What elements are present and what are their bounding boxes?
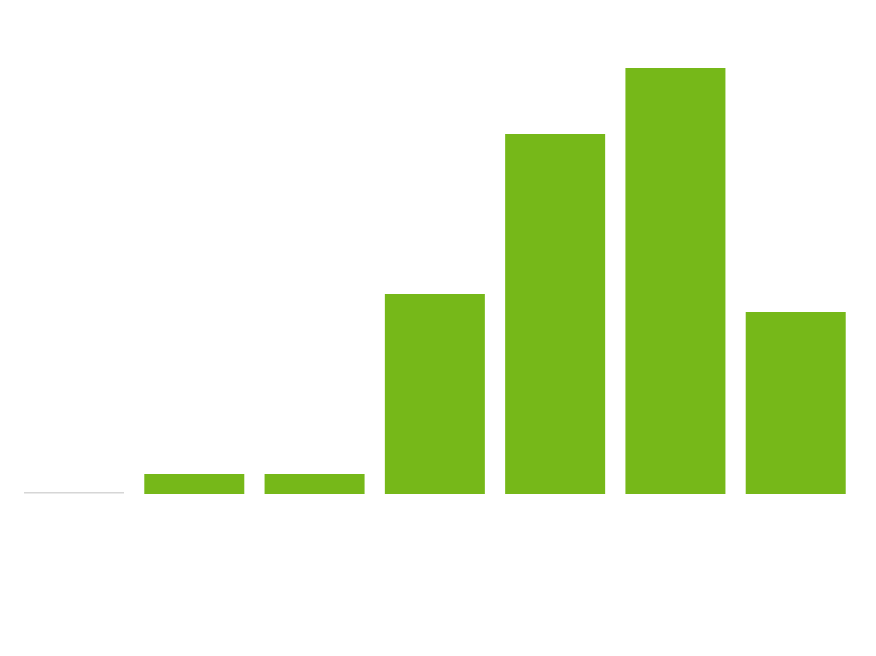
bar-0 bbox=[24, 492, 124, 494]
bar-4 bbox=[505, 134, 606, 494]
bar-6 bbox=[745, 312, 846, 494]
bar-2 bbox=[264, 474, 365, 494]
bar-5 bbox=[625, 68, 726, 494]
bar-3 bbox=[384, 294, 485, 494]
bar-1 bbox=[144, 474, 245, 494]
bars-group bbox=[24, 68, 846, 494]
